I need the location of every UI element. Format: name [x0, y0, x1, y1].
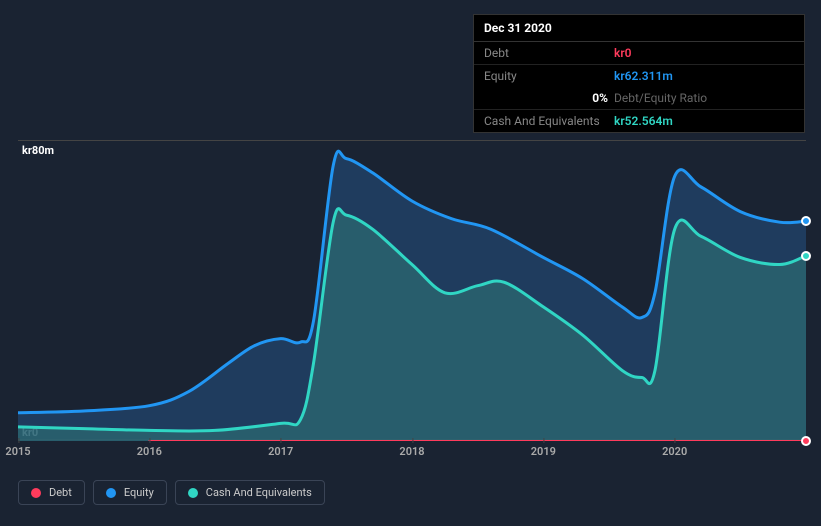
- chart-area: kr80mkr0 201520162017201820192020: [18, 120, 806, 460]
- x-axis-tick: 2015: [5, 445, 30, 458]
- tooltip-cash-row: Cash And Equivalents kr52.564m: [474, 110, 804, 132]
- chart-tooltip: Dec 31 2020 Debtkr0Equitykr62.311m 0% De…: [473, 14, 805, 133]
- x-axis-tick: 2017: [268, 445, 293, 458]
- tooltip-series-row: Equitykr62.311m: [474, 65, 804, 87]
- legend-item-cash-and-equivalents[interactable]: Cash And Equivalents: [175, 480, 325, 505]
- x-axis-tick: 2016: [137, 445, 162, 458]
- tooltip-ratio-value: 0%: [484, 91, 614, 105]
- legend-label: Debt: [49, 486, 72, 499]
- tooltip-series-value: kr62.311m: [614, 69, 673, 83]
- tooltip-ratio-label: Debt/Equity Ratio: [614, 91, 707, 105]
- legend-dot-icon: [31, 488, 41, 498]
- tooltip-series-value: kr0: [614, 46, 632, 60]
- tooltip-ratio-row: 0% Debt/Equity Ratio: [474, 87, 804, 110]
- legend-dot-icon: [188, 488, 198, 498]
- legend-dot-icon: [106, 488, 116, 498]
- series-marker: [801, 216, 811, 226]
- tooltip-cash-label: Cash And Equivalents: [484, 114, 614, 128]
- x-axis-tick: 2020: [662, 445, 687, 458]
- tooltip-series-label: Equity: [484, 69, 614, 83]
- legend-label: Equity: [124, 486, 154, 499]
- legend-item-equity[interactable]: Equity: [93, 480, 167, 505]
- tooltip-series-label: Debt: [484, 46, 614, 60]
- tooltip-series-row: Debtkr0: [474, 42, 804, 65]
- series-marker: [801, 251, 811, 261]
- chart-plot[interactable]: [18, 140, 806, 440]
- legend-item-debt[interactable]: Debt: [18, 480, 85, 505]
- tooltip-date: Dec 31 2020: [474, 15, 804, 42]
- x-axis-tick: 2019: [531, 445, 556, 458]
- x-axis-tick: 2018: [399, 445, 424, 458]
- tooltip-cash-value: kr52.564m: [614, 114, 673, 128]
- legend-label: Cash And Equivalents: [206, 486, 312, 499]
- x-axis: 201520162017201820192020: [18, 445, 806, 465]
- chart-legend: Debt Equity Cash And Equivalents: [18, 480, 325, 505]
